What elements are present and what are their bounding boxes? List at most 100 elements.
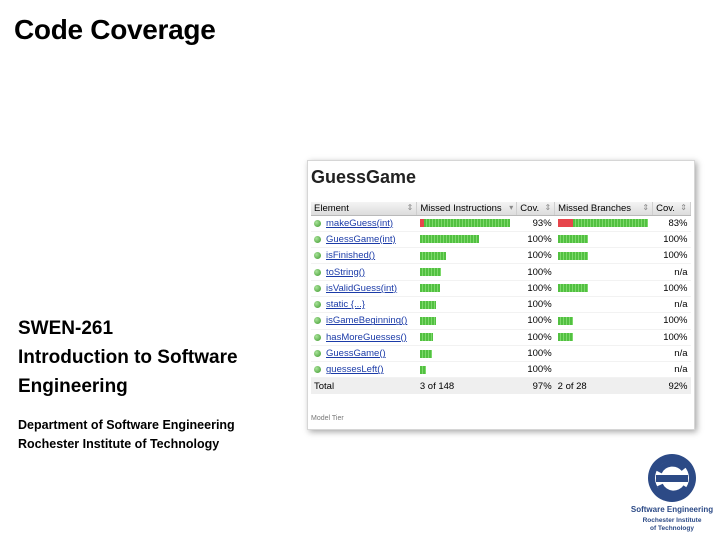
course-info: SWEN-261 Introduction to Software Engine… bbox=[18, 314, 288, 454]
covered-bar bbox=[557, 284, 589, 293]
method-cell: toString() bbox=[311, 263, 417, 281]
covered-bar bbox=[419, 365, 427, 374]
method-cell: makeGuess(int) bbox=[311, 215, 417, 232]
method-icon bbox=[314, 235, 321, 243]
branch-coverage-cell: 100% bbox=[652, 280, 691, 297]
method-link[interactable]: isFinished() bbox=[326, 250, 376, 262]
sort-icon: ⇕ bbox=[406, 202, 414, 212]
instruction-coverage-cell: 100% bbox=[516, 296, 555, 314]
missed-instructions-cell bbox=[416, 215, 517, 232]
column-header-missed-branches[interactable]: Missed Branches ⇕ bbox=[554, 202, 654, 216]
column-header-branch-coverage[interactable]: Cov. ⇕ bbox=[652, 202, 691, 216]
method-link[interactable]: isGameBeginning() bbox=[326, 315, 408, 327]
method-link[interactable]: toString() bbox=[326, 266, 366, 278]
method-link[interactable]: GuessGame() bbox=[326, 348, 386, 360]
coverage-row: GuessGame() 100% n/a bbox=[311, 345, 691, 363]
instruction-coverage-cell: 100% bbox=[516, 280, 555, 297]
method-cell: GuessGame(int) bbox=[311, 231, 417, 249]
coverage-row: isValidGuess(int) 100% 100% bbox=[311, 280, 691, 297]
column-header-instruction-coverage[interactable]: Cov. ⇕ bbox=[516, 202, 556, 216]
coverage-row: isGameBeginning() 100% 100% bbox=[311, 312, 691, 330]
instruction-coverage-cell: 100% bbox=[516, 345, 555, 363]
instruction-coverage-cell: 100% bbox=[516, 312, 555, 330]
coverage-row: guessesLeft() 100% n/a bbox=[311, 361, 691, 379]
missed-bar bbox=[419, 219, 425, 228]
institute-name: Rochester Institute of Technology bbox=[18, 437, 220, 451]
missed-branches-cell bbox=[554, 329, 653, 346]
method-cell: hasMoreGuesses() bbox=[311, 329, 417, 346]
column-header-label: Missed Branches bbox=[558, 202, 632, 214]
method-cell: guessesLeft() bbox=[311, 361, 417, 379]
method-link[interactable]: GuessGame(int) bbox=[326, 233, 396, 245]
coverage-header-row: Element ⇕ Missed Instructions ▾ Cov. ⇕ Miss… bbox=[311, 202, 691, 216]
method-icon bbox=[314, 301, 321, 309]
missed-instructions-cell bbox=[416, 263, 517, 281]
column-header-element[interactable]: Element ⇕ bbox=[311, 202, 418, 216]
slide-title: Code Coverage bbox=[14, 14, 216, 45]
method-icon bbox=[314, 317, 321, 325]
covered-bar bbox=[419, 235, 480, 244]
method-cell: isValidGuess(int) bbox=[311, 280, 417, 297]
covered-bar bbox=[557, 235, 589, 244]
total-instruction-coverage: 97% bbox=[516, 377, 555, 395]
coverage-row: GuessGame(int) 100% 100% bbox=[311, 231, 691, 249]
sort-icon: ⇕ bbox=[544, 202, 552, 212]
total-branch-coverage: 92% bbox=[652, 377, 691, 395]
covered-bar bbox=[419, 284, 440, 293]
method-cell: GuessGame() bbox=[311, 345, 417, 363]
column-header-missed-instructions[interactable]: Missed Instructions ▾ bbox=[416, 202, 518, 216]
branch-coverage-cell: n/a bbox=[652, 263, 691, 281]
covered-bar bbox=[572, 219, 648, 228]
coverage-total-row: Total 3 of 148 97% 2 of 28 92% bbox=[311, 377, 691, 395]
method-link[interactable]: guessesLeft() bbox=[326, 364, 384, 376]
branch-coverage-cell: 100% bbox=[652, 231, 691, 249]
column-header-label: Cov. bbox=[520, 202, 540, 214]
coverage-row: hasMoreGuesses() 100% 100% bbox=[311, 329, 691, 346]
missed-branches-cell bbox=[554, 247, 653, 265]
method-link[interactable]: hasMoreGuesses() bbox=[326, 331, 407, 343]
method-link[interactable]: static {...} bbox=[326, 299, 366, 311]
method-icon bbox=[314, 284, 321, 292]
covered-bar bbox=[419, 349, 432, 358]
method-icon bbox=[314, 252, 321, 260]
missed-branches-cell bbox=[554, 263, 653, 281]
missed-instructions-cell bbox=[416, 247, 517, 265]
method-cell: static {...} bbox=[311, 296, 417, 314]
coverage-report-panel: GuessGame Element ⇕ Missed Instructions ▾ … bbox=[307, 160, 695, 430]
covered-bar bbox=[557, 333, 573, 342]
instruction-coverage-cell: 93% bbox=[516, 215, 555, 232]
missed-bar bbox=[557, 219, 573, 228]
coverage-row: makeGuess(int) 93% 83% bbox=[311, 215, 691, 232]
method-cell: isFinished() bbox=[311, 247, 417, 265]
software-engineering-logo: Software Engineering Rochester Institute… bbox=[626, 452, 718, 538]
coverage-row: toString() 100% n/a bbox=[311, 263, 691, 281]
sort-icon: ⇕ bbox=[680, 202, 687, 212]
missed-branches-cell bbox=[554, 361, 653, 379]
covered-bar bbox=[557, 251, 589, 260]
covered-bar bbox=[419, 300, 437, 309]
branch-coverage-cell: 83% bbox=[652, 215, 691, 232]
missed-instructions-cell bbox=[416, 345, 517, 363]
sort-icon: ⇕ bbox=[642, 202, 650, 212]
instruction-coverage-cell: 100% bbox=[516, 263, 555, 281]
course-code: SWEN-261 bbox=[18, 318, 114, 339]
logo-subtitle-line2: of Technology bbox=[650, 525, 694, 532]
method-link[interactable]: makeGuess(int) bbox=[326, 217, 394, 229]
method-link[interactable]: isValidGuess(int) bbox=[326, 282, 398, 294]
branch-coverage-cell: 100% bbox=[652, 312, 691, 330]
missed-branches-cell bbox=[554, 312, 653, 330]
course-name-line2: Engineering bbox=[18, 376, 128, 397]
coverage-table: Element ⇕ Missed Instructions ▾ Cov. ⇕ Miss… bbox=[311, 202, 691, 395]
missed-instructions-cell bbox=[416, 231, 517, 249]
instruction-coverage-cell: 100% bbox=[516, 231, 555, 249]
missed-branches-cell bbox=[554, 345, 653, 363]
total-missed-instructions: 3 of 148 bbox=[416, 377, 517, 395]
covered-bar bbox=[419, 251, 446, 260]
method-icon bbox=[314, 268, 321, 276]
missed-branches-cell bbox=[554, 215, 653, 232]
branch-coverage-cell: 100% bbox=[652, 329, 691, 346]
missed-instructions-cell bbox=[416, 280, 517, 297]
branch-coverage-cell: n/a bbox=[652, 345, 691, 363]
covered-bar bbox=[419, 316, 437, 325]
method-icon bbox=[314, 350, 321, 357]
